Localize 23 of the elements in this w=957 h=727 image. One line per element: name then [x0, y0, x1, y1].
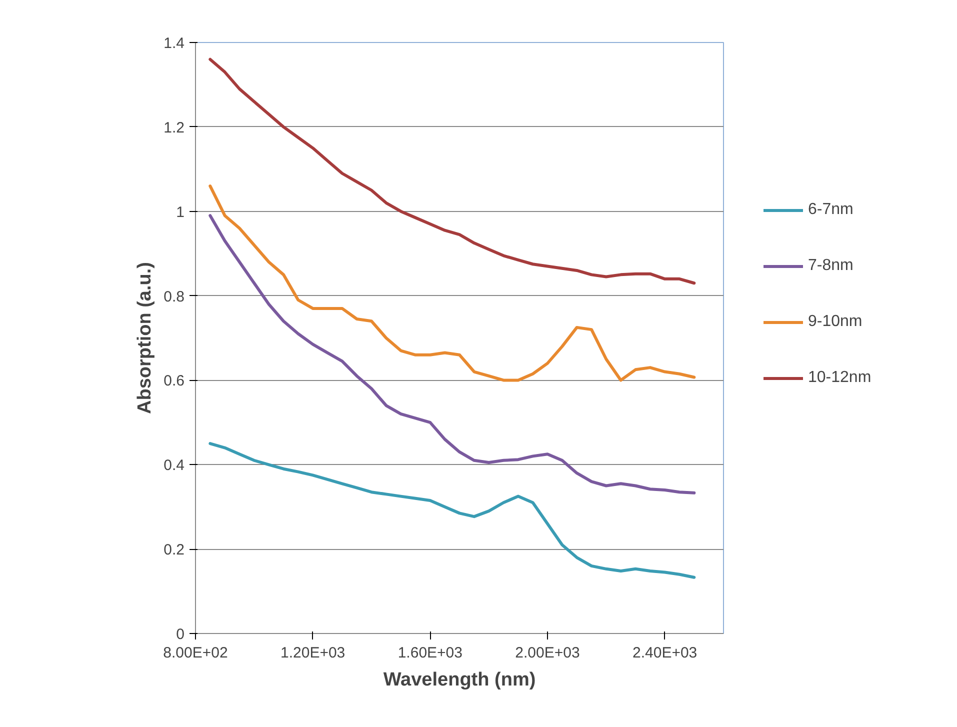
x-tick-label: 2.00E+03 [515, 644, 580, 662]
line-series [208, 58, 696, 285]
line-series [208, 214, 696, 494]
y-tick-label: 0 [176, 626, 184, 643]
legend-label: 9-10nm [808, 313, 862, 331]
legend-label: 7-8nm [808, 257, 854, 275]
x-axis-title: Wavelength (nm) [383, 670, 536, 690]
y-axis-title: Absorption (a.u.) [134, 262, 156, 414]
line-series [208, 442, 696, 579]
y-tick-label: 0.2 [164, 542, 185, 559]
y-tick-label: 0.6 [164, 372, 185, 390]
x-tick-label: 2.40E+03 [632, 644, 698, 662]
legend-label: 6-7nm [808, 201, 854, 219]
y-tick-label: 1 [176, 204, 184, 221]
legend-label: 10-12nm [808, 369, 872, 387]
y-tick-label: 1.4 [164, 35, 185, 52]
x-tick-label: 1.60E+03 [398, 644, 462, 662]
y-tick-label: 0.4 [164, 457, 185, 474]
x-tick-label: 1.20E+03 [280, 644, 346, 662]
y-tick-label: 1.2 [164, 119, 185, 136]
y-tick-label: 0.8 [164, 288, 185, 306]
x-tick-label: 8.00E+02 [163, 644, 228, 662]
line-series [208, 184, 696, 382]
